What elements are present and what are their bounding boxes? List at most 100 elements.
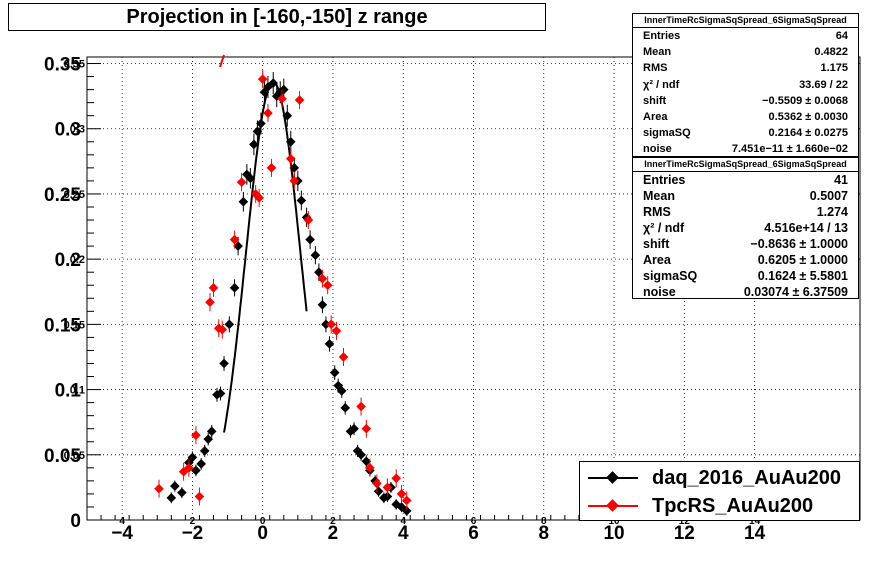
chart-title-box: Projection in [-160,-150] z range (8, 3, 546, 31)
y-tick-label-small: 0.05 (64, 450, 85, 462)
legend-marker-daq (584, 464, 642, 492)
data-point-tpc (205, 297, 215, 308)
stats-row-area: Area 0.6205 ± 1.0000 (643, 253, 848, 267)
data-point-daq (177, 487, 187, 498)
data-point-daq (336, 386, 347, 396)
data-point-tpc (391, 473, 402, 484)
data-point-daq (245, 173, 256, 184)
y-tick-label-small: 0.1 (70, 385, 85, 397)
stats-row-rms: RMS 1.175 (643, 62, 848, 75)
data-point-daq (224, 319, 235, 330)
stats-header: InnerTimeRcSigmaSqSpread_6SigmaSqSpread (633, 158, 858, 172)
legend-marker-tpc (584, 492, 642, 520)
data-point-daq (282, 110, 293, 121)
x-tick-label: 10 (603, 523, 624, 544)
stats-row-chi2: χ² / ndf 4.516e+14 / 13 (643, 221, 848, 235)
data-point-tpc (382, 482, 393, 493)
data-point-tpc (263, 108, 273, 118)
y-tick-label: 0.15 (44, 315, 81, 336)
stats-row-entries: Entries 64 (643, 30, 848, 42)
data-point-daq (340, 403, 351, 413)
x-tick-label-small: 12 (679, 516, 691, 527)
x-tick-label: 2 (328, 523, 339, 544)
y-tick-label: 0.05 (44, 446, 81, 467)
data-point-daq (324, 339, 335, 349)
data-point-daq (170, 481, 180, 491)
stats-row-mean: Mean 0.5007 (643, 189, 848, 203)
stats-row-noise: noise 0.03074 ± 6.37509 (643, 285, 848, 299)
data-point-daq (373, 486, 384, 497)
data-point-tpc (191, 430, 201, 441)
x-tick-label-small: 6 (471, 516, 477, 527)
stats-row-area: Area 0.5362 ± 0.0030 (643, 110, 848, 123)
data-point-daq (199, 446, 210, 456)
data-point-daq (187, 452, 198, 463)
chart-legend: daq_2016_AuAu200 TpcRS_AuAu200 (579, 461, 860, 521)
y-tick-label-small: 0.2 (70, 254, 85, 266)
data-point-daq (382, 491, 393, 502)
data-point-daq (233, 241, 243, 251)
data-point-daq (229, 283, 240, 293)
stray-error-bar (219, 54, 225, 68)
stats-row-sigmasq: sigmaSQ 0.2164 ± 0.0275 (643, 127, 848, 140)
stats-header: InnerTimeRcSigmaSqSpread_6SigmaSqSpread (633, 14, 858, 28)
x-tick-label-small: 8 (541, 516, 547, 527)
x-tick-label: 6 (468, 523, 479, 544)
stats-box-daq: InnerTimeRcSigmaSqSpread_6SigmaSqSpread … (632, 13, 859, 157)
x-tick-label-small: 2 (190, 516, 196, 527)
data-point-tpc (326, 319, 337, 330)
stats-row-shift: shift −0.5509 ± 0.0068 (643, 94, 848, 107)
legend-entry-daq: daq_2016_AuAu200 (580, 464, 859, 492)
legend-entry-tpc: TpcRS_AuAu200 (580, 492, 859, 520)
data-point-tpc (396, 489, 407, 499)
x-tick-label: 0 (257, 523, 268, 544)
y-tick-label-small: 0.15 (64, 319, 85, 331)
data-point-daq (310, 250, 321, 261)
y-tick-label: 0.25 (44, 185, 81, 206)
fit-curve (223, 80, 308, 433)
x-tick-label-small: 14 (749, 516, 761, 527)
data-point-tpc (266, 163, 277, 173)
data-point-daq (206, 426, 217, 437)
stats-row-shift: shift −0.8636 ± 1.0000 (643, 237, 848, 251)
data-point-tpc (154, 483, 164, 494)
data-point-tpc (229, 234, 240, 245)
data-point-tpc (257, 74, 268, 84)
x-tick-label-small: 2 (330, 516, 336, 527)
x-tick-label: 12 (674, 523, 695, 544)
data-point-tpc (194, 491, 205, 502)
x-tick-label-small: 10 (608, 516, 620, 527)
data-point-daq (305, 234, 315, 245)
y-tick-label-small: 0.35 (64, 59, 85, 71)
data-point-daq (166, 493, 177, 503)
x-tick-label-small: 4 (119, 516, 125, 527)
x-tick-label-small: 4 (400, 516, 406, 527)
y-tick-label-small: 0.3 (70, 124, 85, 136)
stats-row-mean: Mean 0.4822 (643, 46, 848, 59)
data-point-tpc (303, 215, 314, 225)
data-point-daq (219, 358, 229, 369)
y-tick-label-small: 0.25 (64, 189, 85, 201)
x-tick-label: −4 (111, 523, 133, 544)
y-tick-label: 0.1 (55, 381, 82, 402)
data-point-tpc (208, 283, 219, 293)
data-point-daq (285, 136, 296, 147)
data-point-daq (329, 367, 340, 378)
data-point-tpc (217, 324, 228, 335)
stats-row-chi2: χ² / ndf 33.69 / 22 (643, 78, 848, 91)
data-point-daq (317, 299, 328, 310)
data-point-tpc (356, 401, 366, 412)
x-tick-label: 8 (538, 523, 549, 544)
y-tick-label: 0.35 (44, 55, 81, 76)
data-point-tpc (361, 423, 372, 434)
y-tick-label: 0.3 (55, 120, 81, 141)
data-point-tpc (317, 273, 328, 284)
data-point-tpc (285, 153, 296, 164)
legend-label: TpcRS_AuAu200 (652, 494, 814, 517)
data-point-daq (321, 319, 331, 330)
data-point-daq (289, 163, 300, 173)
stats-row-sigmasq: sigmaSQ 0.1624 ± 5.5801 (643, 269, 848, 283)
stats-row-noise: noise 7.451e−11 ± 1.660e−02 (643, 143, 848, 156)
data-point-daq (238, 196, 249, 207)
y-tick-label: 0.2 (55, 250, 81, 271)
